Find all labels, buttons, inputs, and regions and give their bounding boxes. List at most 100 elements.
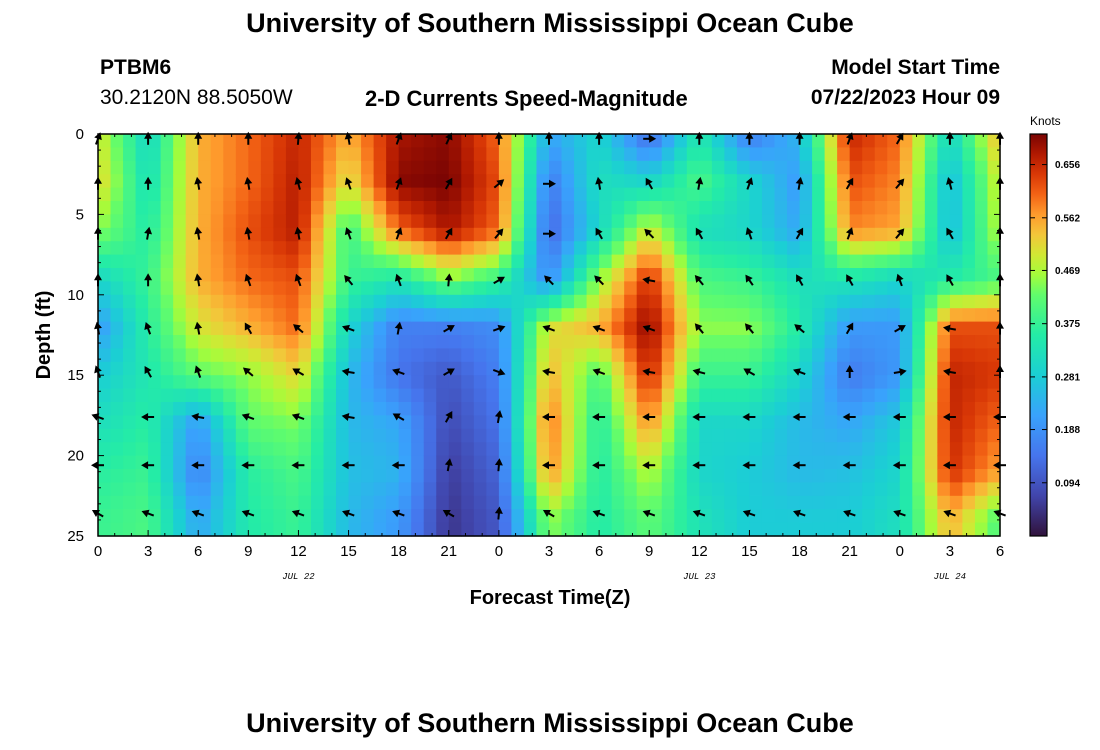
heat-cell (962, 187, 976, 202)
heat-cell (586, 375, 600, 390)
heat-cell (436, 174, 450, 189)
heat-cell (361, 201, 375, 215)
current-arrow (793, 509, 806, 518)
heat-cell (624, 469, 638, 483)
heat-cell (486, 482, 500, 497)
heat-cell (198, 201, 212, 215)
heat-cell (949, 214, 964, 229)
heat-cell (210, 469, 224, 483)
heat-cell (260, 294, 274, 309)
heat-cell (724, 509, 738, 524)
heat-cell (235, 281, 249, 296)
heat-cell (574, 375, 588, 390)
heat-cell (674, 509, 688, 524)
heat-cell (123, 415, 137, 430)
heat-cell (361, 482, 375, 497)
x-tick-label: 0 (896, 543, 904, 560)
heat-cell (273, 174, 287, 189)
heat-cell (198, 388, 212, 403)
heat-cell (185, 308, 199, 323)
heat-cell (761, 375, 776, 390)
heat-cell (711, 308, 725, 323)
heat-cell (812, 201, 826, 215)
heat-cell (824, 495, 838, 510)
heat-cell (761, 254, 776, 269)
heat-cell (661, 321, 675, 336)
heat-cell (824, 469, 838, 483)
heat-cell (461, 482, 475, 497)
heat-cell (386, 201, 400, 215)
heat-cell (436, 160, 450, 175)
heat-cell (924, 442, 938, 457)
heat-cell (862, 241, 876, 256)
current-arrow (292, 368, 305, 376)
current-arrow (892, 461, 906, 470)
heat-cell (962, 134, 976, 148)
heat-cell (135, 254, 149, 269)
current-arrow (394, 177, 403, 190)
heat-cell (461, 522, 475, 537)
heat-cell (874, 495, 888, 510)
heat-cell (198, 321, 212, 336)
current-arrow (744, 323, 755, 334)
heat-cell (987, 281, 1001, 296)
arrow-head (496, 276, 505, 284)
heat-cell (561, 254, 575, 269)
heat-cell (962, 294, 976, 309)
heat-cell (210, 308, 224, 323)
heat-cell (774, 361, 788, 376)
heat-cell (937, 308, 951, 323)
heat-cell (223, 187, 237, 202)
heat-cell (536, 428, 550, 443)
heat-cell (624, 375, 638, 390)
heat-cell (185, 388, 199, 403)
heat-cell (273, 348, 287, 363)
heat-cell (148, 294, 162, 309)
heat-cell (173, 522, 187, 537)
current-arrow (695, 227, 704, 240)
heat-cell (210, 495, 224, 510)
heat-cell (461, 294, 475, 309)
current-arrow (494, 506, 503, 520)
heat-cell (185, 469, 199, 483)
heat-cell (962, 335, 976, 349)
heat-cell (699, 348, 713, 363)
heat-cell (949, 522, 964, 537)
heat-cell (837, 335, 851, 349)
heat-cell (198, 160, 212, 175)
heat-cell (423, 134, 437, 148)
heat-cell (736, 335, 751, 349)
heat-cell (699, 160, 713, 175)
heat-cell (686, 469, 700, 483)
current-arrow (845, 365, 854, 378)
heat-cell (523, 227, 538, 242)
heat-cell (711, 495, 725, 510)
heat-cell (849, 455, 863, 470)
heat-cell (699, 241, 713, 256)
heat-cell (523, 375, 538, 390)
heat-cell (411, 469, 425, 483)
heat-cell (686, 495, 700, 510)
heat-cell (724, 442, 738, 457)
heat-cell (436, 187, 450, 202)
heat-cell (962, 174, 976, 189)
heat-cell (473, 522, 487, 537)
heat-cell (110, 495, 124, 510)
heat-cell (235, 335, 249, 349)
heat-cell (586, 147, 600, 162)
heat-cell (273, 442, 287, 457)
heat-cell (210, 415, 224, 430)
heat-cell (774, 294, 788, 309)
heat-cell (912, 495, 926, 510)
heat-cell (235, 469, 249, 483)
heat-cell (549, 509, 563, 524)
heat-cell (699, 321, 713, 336)
heat-cell (824, 308, 838, 323)
current-arrow (843, 509, 856, 518)
heat-cell (837, 281, 851, 296)
heat-cell (398, 522, 412, 537)
heat-cell (436, 402, 450, 416)
heat-cell (974, 375, 989, 390)
heat-cell (949, 308, 964, 323)
heat-cell (348, 147, 362, 162)
